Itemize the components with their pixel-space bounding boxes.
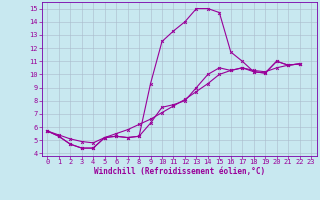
X-axis label: Windchill (Refroidissement éolien,°C): Windchill (Refroidissement éolien,°C) xyxy=(94,167,265,176)
